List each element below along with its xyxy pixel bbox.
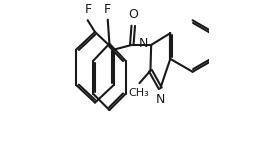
- Text: CH₃: CH₃: [128, 88, 149, 98]
- Text: N: N: [139, 37, 149, 50]
- Text: N: N: [156, 93, 166, 106]
- Text: O: O: [128, 8, 138, 21]
- Text: F: F: [104, 3, 111, 16]
- Text: F: F: [85, 3, 92, 16]
